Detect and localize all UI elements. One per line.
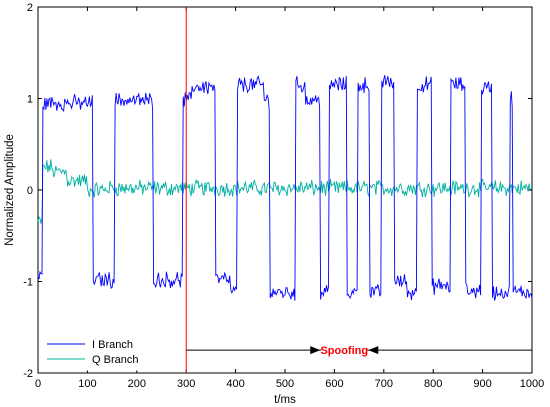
arrow-head-right [310, 346, 321, 355]
legend-box [40, 334, 142, 371]
x-tick-label: 100 [78, 378, 96, 390]
x-axis-label: t/ms [274, 394, 296, 406]
series-line-i-branch [37, 75, 533, 301]
x-tick-label: 200 [128, 378, 146, 390]
y-tick-label: 0 [27, 185, 33, 197]
series-line-q-branch [37, 159, 533, 224]
x-tick-label: 0 [35, 378, 41, 390]
x-tick-label: 800 [424, 378, 442, 390]
annotation-layer: Spoofing [185, 7, 532, 373]
legend-label-q-branch: Q Branch [92, 354, 138, 366]
annotation-bg [321, 342, 368, 358]
legend-label-i-branch: I Branch [92, 339, 133, 351]
x-tick-label: 400 [226, 378, 244, 390]
series-layer [37, 75, 533, 301]
y-axis-label: Normalized Amplitude [4, 134, 16, 246]
y-tick-label: -2 [23, 368, 33, 380]
x-tick-label: 600 [325, 378, 343, 390]
x-tick-label: 700 [375, 378, 393, 390]
y-tick-label: 1 [27, 94, 33, 106]
arrow-head-left [368, 346, 379, 355]
tick-labels: 0 100 200 300 400 500 600 700 800 900 1000 -2 -1 0 1 2 [23, 2, 544, 390]
x-tick-label: 900 [473, 378, 491, 390]
x-tick-label: 500 [276, 378, 294, 390]
x-tick-label: 1000 [520, 378, 544, 390]
legend: I Branch Q Branch [40, 334, 142, 371]
x-tick-label: 300 [177, 378, 195, 390]
spoofing-label: Spoofing [320, 345, 368, 357]
y-tick-label: -1 [23, 277, 33, 289]
y-tick-label: 2 [27, 2, 33, 14]
